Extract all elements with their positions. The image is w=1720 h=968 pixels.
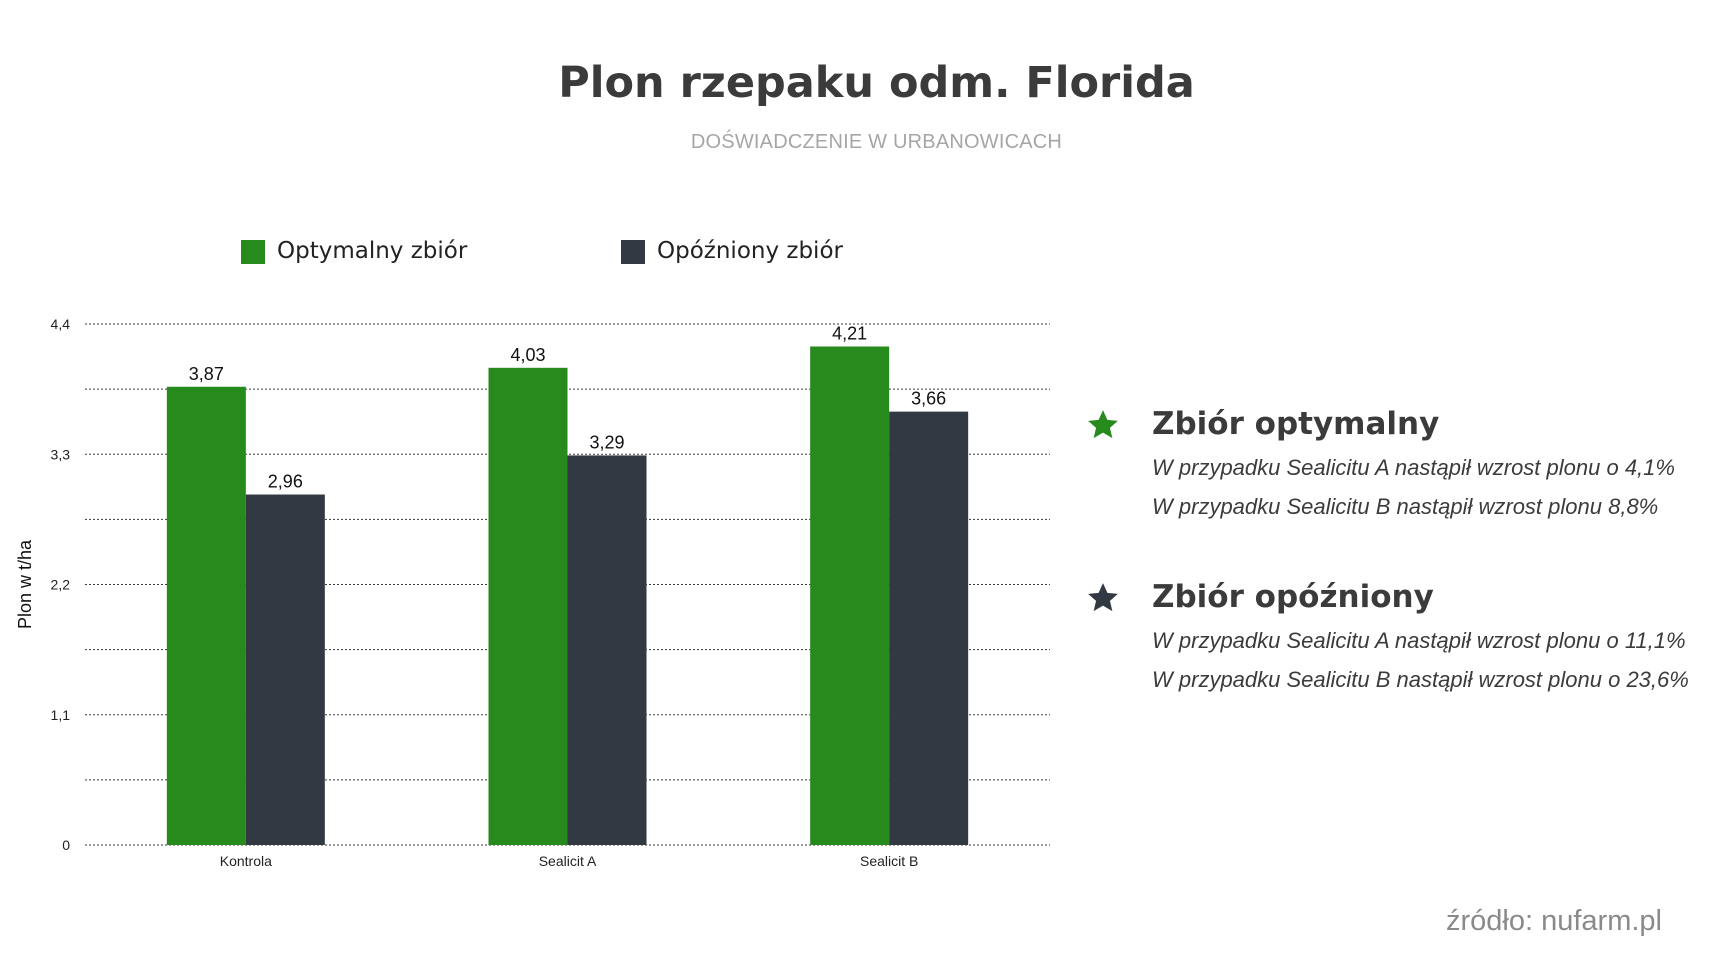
bar-value-label: 3,66 (911, 389, 946, 409)
side-heading-optimal: Zbiór optymalny (1152, 406, 1440, 442)
bar (166, 386, 246, 845)
bar-value-label: 2,96 (268, 472, 303, 492)
x-tick-label: Sealicit A (539, 853, 597, 869)
legend-swatch-optimal (241, 240, 265, 264)
bar (488, 367, 568, 845)
bar (245, 494, 325, 845)
x-tick-label: Sealicit B (860, 853, 918, 869)
y-axis-label: Plon w t/ha (15, 539, 35, 629)
bar-value-label: 4,03 (510, 345, 545, 365)
y-tick-label: 2,2 (51, 577, 71, 593)
y-tick-label: 1,1 (51, 707, 71, 723)
legend-swatch-delayed (621, 240, 645, 264)
bar (567, 455, 647, 845)
chart-title: Plon rzepaku odm. Florida (558, 58, 1195, 108)
chart-subtitle: DOŚWIADCZENIE W URBANOWICACH (690, 131, 1063, 153)
y-tick-label: 0 (62, 837, 70, 853)
bar-value-label: 3,29 (589, 432, 624, 452)
source-credit: źródło: nufarm.pl (1446, 905, 1662, 937)
x-tick-label: Kontrola (220, 853, 272, 869)
y-tick-label: 3,3 (51, 446, 71, 462)
side-note: W przypadku Sealicitu B nastąpił wzrost … (1152, 494, 1659, 519)
bar-value-label: 4,21 (832, 323, 867, 343)
side-note: W przypadku Sealicitu A nastąpił wzrost … (1152, 628, 1686, 653)
legend-label-delayed: Opóźniony zbiór (657, 238, 843, 264)
side-panel: Zbiór optymalny W przypadku Sealicitu A … (1086, 400, 1706, 746)
y-tick-label: 4,4 (51, 316, 71, 332)
star-icon (1088, 583, 1118, 612)
side-block-optimal: Zbiór optymalny W przypadku Sealicitu A … (1086, 400, 1706, 526)
star-icon (1088, 410, 1118, 439)
legend-label-optimal: Optymalny zbiór (277, 238, 468, 264)
side-block-delayed: Zbiór opóźniony W przypadku Sealicitu A … (1086, 573, 1706, 699)
bar (810, 346, 890, 845)
side-note: W przypadku Sealicitu A nastąpił wzrost … (1152, 455, 1675, 480)
side-heading-delayed: Zbiór opóźniony (1152, 579, 1434, 615)
bar-value-label: 3,87 (189, 364, 224, 384)
bar (889, 411, 969, 845)
side-note: W przypadku Sealicitu B nastąpił wzrost … (1152, 667, 1689, 692)
bar-chart: 0 1,1 2,2 3,3 4,4 Plon w t/ha 3,87 2,96 Kontrola… (15, 316, 1050, 869)
